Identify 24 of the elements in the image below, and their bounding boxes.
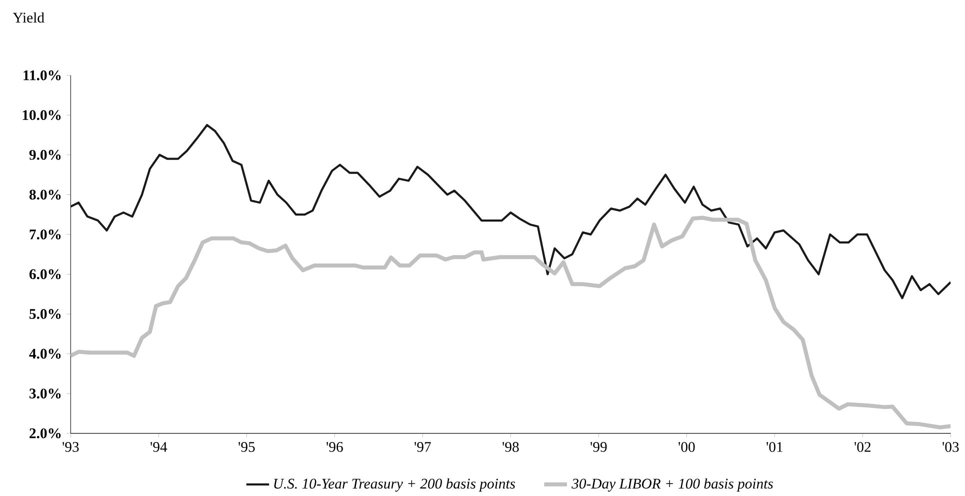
x-tick-label: '98: [502, 442, 519, 452]
y-tick-label: 2.0%: [30, 428, 61, 438]
y-axis-title: Yield: [12, 12, 44, 23]
x-tick-label: '01: [766, 442, 782, 452]
x-tick-label: '03: [942, 442, 959, 452]
x-tick-label: '93: [62, 442, 79, 452]
y-tick-label: 6.0%: [29, 269, 61, 280]
x-tick-label: '95: [238, 442, 255, 452]
y-tick-label: 7.0%: [30, 229, 61, 240]
x-tick-label: '94: [150, 442, 168, 452]
y-tick-label: 8.0%: [29, 190, 61, 200]
y-tick-label: 5.0%: [30, 309, 61, 319]
x-tick-label: '96: [326, 442, 343, 452]
x-tick-label: '97: [414, 442, 431, 452]
x-tick-label: '02: [854, 442, 871, 452]
y-tick-label: 4.0%: [29, 348, 61, 359]
legend-label: U.S. 10-Year Treasury + 200 basis points: [274, 478, 516, 492]
y-tick-label: 9.0%: [29, 150, 61, 160]
x-tick-label: '00: [678, 442, 695, 452]
y-tick-label: 3.0%: [30, 388, 61, 399]
y-tick-label: 10.0%: [22, 110, 61, 120]
legend-label: 30-Day LIBOR + 100 basis points: [572, 478, 773, 492]
y-tick-label: 11.0%: [24, 70, 61, 80]
x-tick-label: '99: [590, 442, 607, 452]
